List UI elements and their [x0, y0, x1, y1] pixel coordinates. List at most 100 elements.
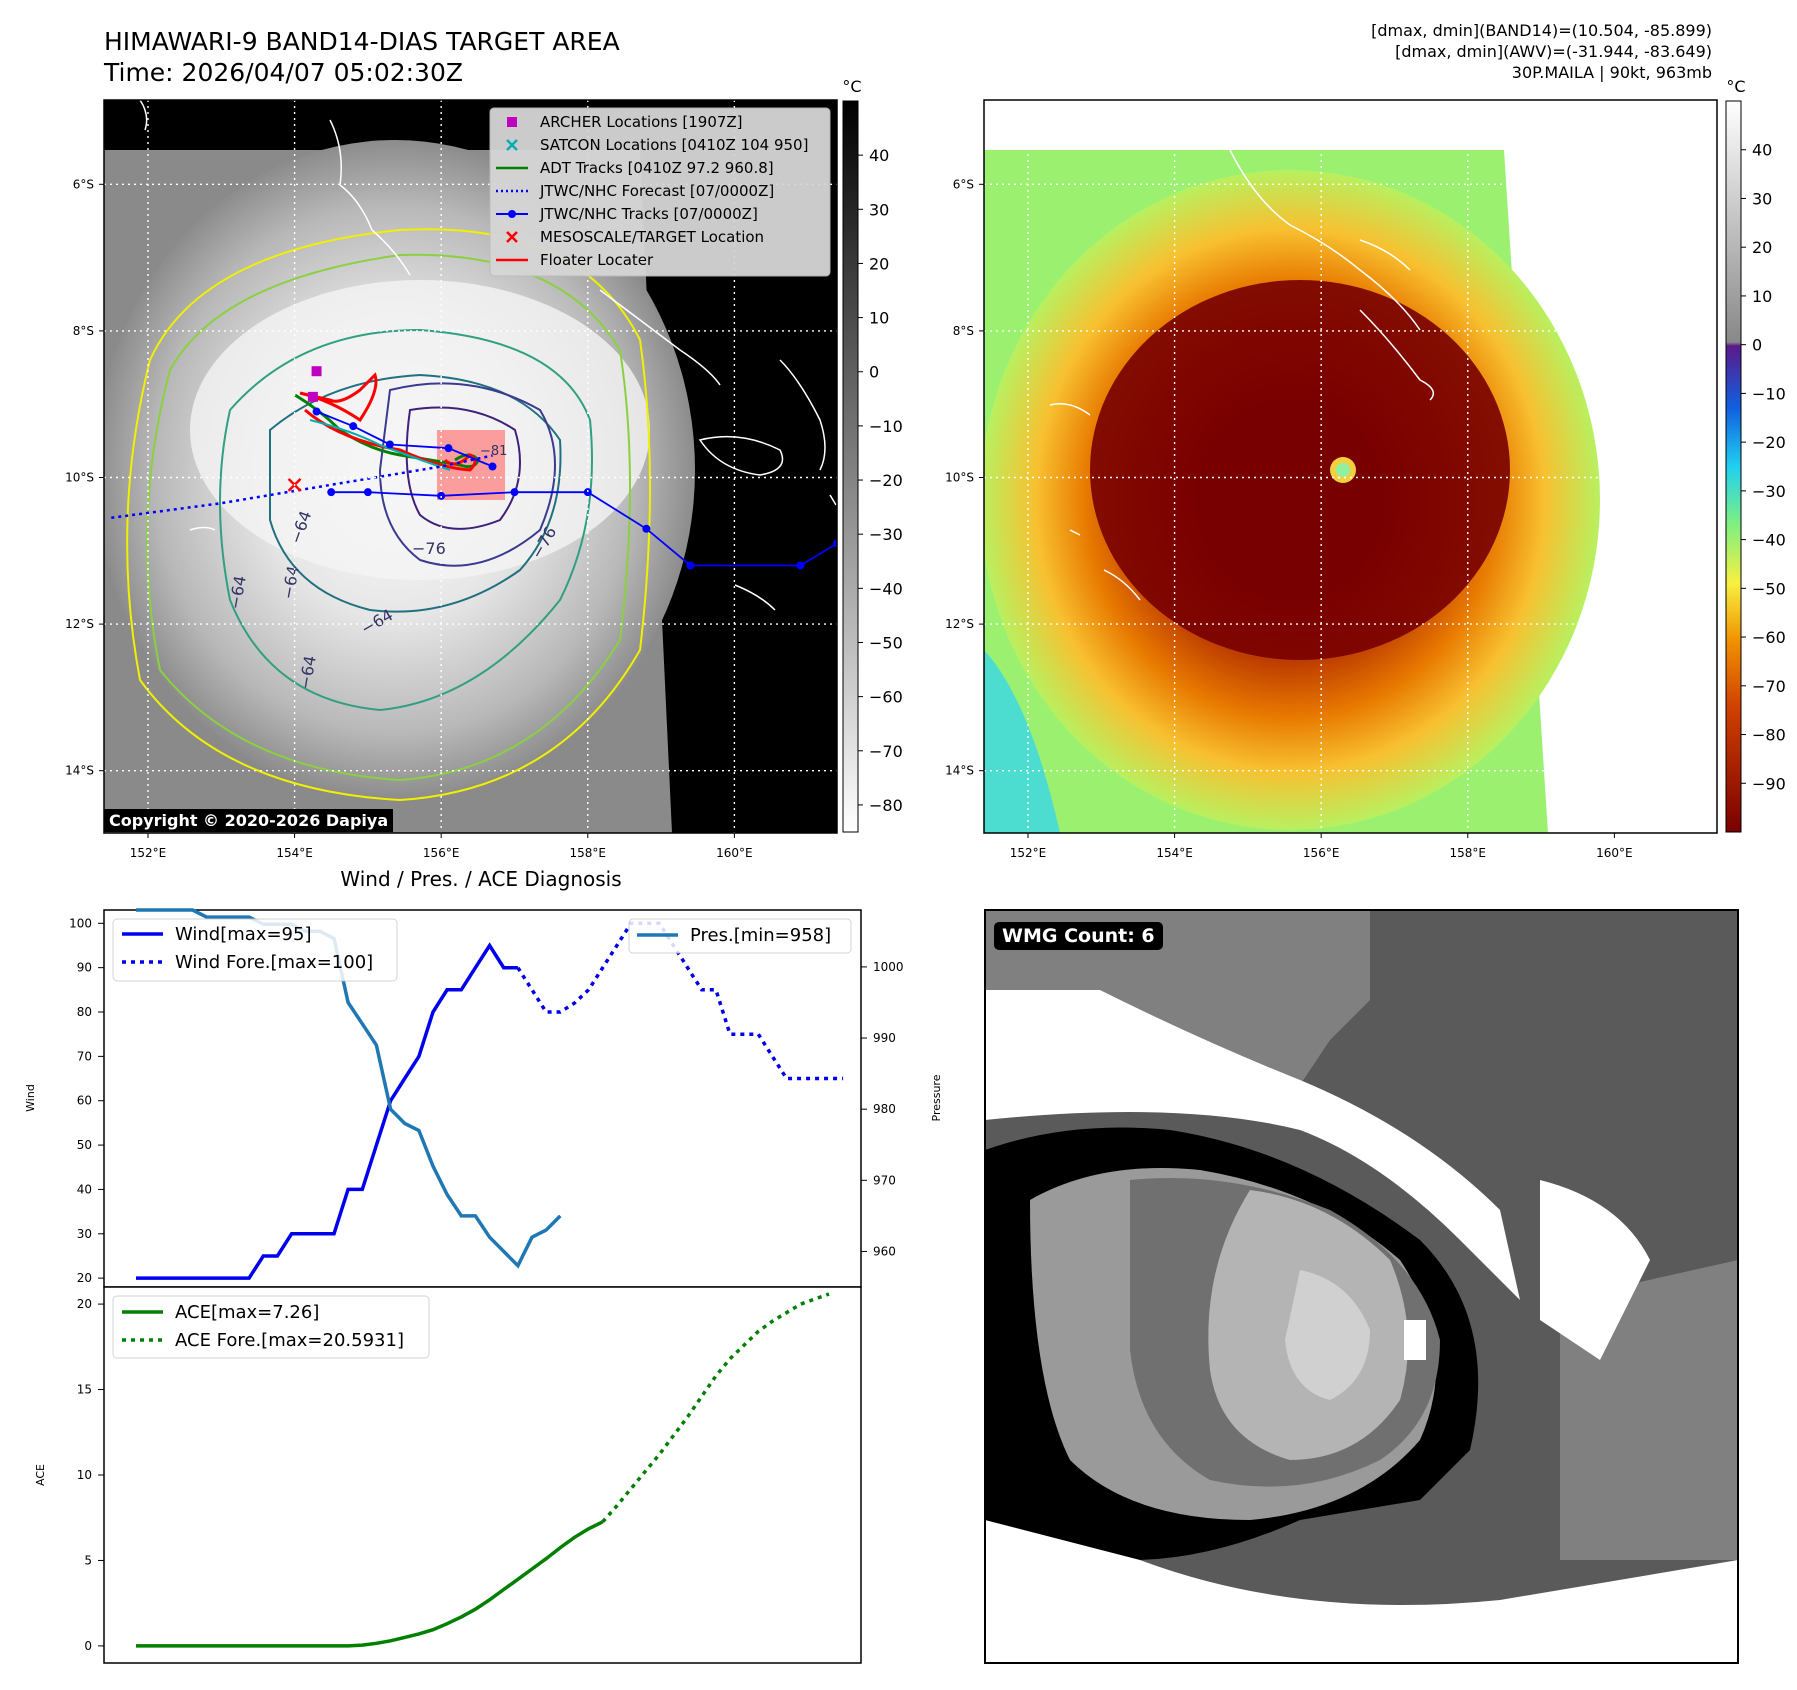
legend-entry: JTWC/NHC Forecast [07/0000Z]: [496, 182, 774, 200]
figure-title: HIMAWARI-9 BAND14-DIAS TARGET AREA Time:…: [104, 26, 620, 88]
ir-colorbar-unit: °C: [842, 77, 861, 96]
axis-tick-label: 30: [77, 1227, 92, 1241]
jtwc-track-point: [686, 561, 695, 570]
lat-tick-label: 12°S: [945, 617, 974, 631]
lat-tick-label: 6°S: [953, 177, 974, 191]
axis-tick-label: 980: [873, 1102, 896, 1116]
legend-label: JTWC/NHC Tracks [07/0000Z]: [539, 205, 758, 223]
awv-frame: [983, 99, 1718, 834]
wmg-frame: [984, 909, 1739, 1664]
lon-tick-label: 158°E: [1450, 846, 1487, 860]
awv-colorbar-unit: °C: [1726, 77, 1745, 96]
colorbar-tick-label: 10: [1752, 287, 1772, 306]
axis-tick-label: 90: [77, 961, 92, 975]
jtwc-track-point: [642, 524, 651, 533]
archer-point: [311, 366, 322, 377]
lon-tick-label: 160°E: [716, 846, 753, 860]
legend-marker-square: [507, 117, 517, 127]
legend-entry: MESOSCALE/TARGET Location: [506, 228, 764, 246]
colorbar-tick-label: 20: [1752, 238, 1772, 257]
axis-tick-label: 960: [873, 1244, 896, 1258]
cloud-core: [190, 280, 650, 580]
legend-label: SATCON Locations [0410Z 104 950]: [540, 136, 808, 154]
colorbar-tick-label: −30: [869, 525, 903, 544]
awv-gridlines: [984, 100, 1717, 833]
legend-label: JTWC/NHC Forecast [07/0000Z]: [539, 182, 774, 200]
storm-info: [dmax, dmin](BAND14)=(10.504, -85.899) […: [1371, 20, 1712, 83]
jtwc-track-point: [349, 422, 358, 431]
pressure-ylabel: Pressure: [930, 1074, 943, 1121]
awv-colorbar: °C 40 30 20 10 0 −10 −20 −30 −40 −50 −60 −70 −80 −90: [1725, 77, 1786, 833]
info-band14: [dmax, dmin](BAND14)=(10.504, -85.899): [1371, 21, 1712, 40]
legend-wind: Wind[max=95]: [175, 924, 312, 945]
pressure-legend: Pres.[min=958]: [628, 918, 852, 954]
awv-image: [984, 100, 1717, 833]
jtwc-track-point: [312, 407, 321, 416]
jtwc-track-point: [363, 488, 372, 497]
legend-label: ADT Tracks [0410Z 97.2 960.8]: [540, 159, 774, 177]
legend-label: Floater Locater: [540, 251, 654, 269]
lon-tick-label: 154°E: [276, 846, 313, 860]
axis-tick-label: 10: [77, 1468, 92, 1482]
jtwc-track-point: [385, 440, 394, 449]
colorbar-tick-label: 30: [1752, 189, 1772, 208]
axis-tick-label: 1000: [873, 960, 904, 974]
info-awv: [dmax, dmin](AWV)=(-31.944, -83.649): [1395, 42, 1712, 61]
lat-tick-label: 8°S: [953, 324, 974, 338]
awv-land-outlines: [1049, 149, 1435, 601]
info-storm: 30P.MAILA | 90kt, 963mb: [1511, 63, 1712, 82]
wmg-image: [985, 910, 1738, 1663]
lon-tick-label: 156°E: [1303, 846, 1340, 860]
colorbar-tick-label: −60: [1752, 628, 1786, 647]
axis-tick-label: 50: [77, 1138, 92, 1152]
legend-ace: ACE[max=7.26]: [175, 1302, 319, 1323]
lat-tick-label: 14°S: [945, 764, 974, 778]
colorbar-tick-label: 40: [1752, 141, 1772, 160]
title-line-1: HIMAWARI-9 BAND14-DIAS TARGET AREA: [104, 27, 620, 56]
colorbar-tick-label: 20: [869, 254, 889, 273]
jtwc-track-points: [312, 407, 837, 570]
series-line: [136, 1520, 604, 1648]
colorbar-tick-label: −50: [1752, 579, 1786, 598]
lat-tick-label: 12°S: [65, 617, 94, 631]
colorbar-tick-label: −20: [1752, 433, 1786, 452]
ir-legend: ARCHER Locations [1907Z] SATCON Locations…: [489, 107, 831, 277]
jtwc-forecast-line: [111, 454, 493, 520]
jtwc-track-point: [437, 491, 446, 500]
axis-tick-label: 60: [77, 1094, 92, 1108]
wind-legend: Wind[max=95] Wind Fore.[max=100]: [112, 918, 398, 982]
axis-tick-label: 5: [84, 1553, 92, 1567]
colorbar-tick-label: −90: [1752, 774, 1786, 793]
axis-tick-label: 970: [873, 1173, 896, 1187]
lon-tick-label: 152°E: [1010, 846, 1047, 860]
lon-tick-label: 152°E: [130, 846, 167, 860]
title-line-2: Time: 2026/04/07 05:02:30Z: [104, 58, 463, 87]
colorbar-tick-label: −40: [1752, 531, 1786, 550]
jtwc-track-point: [796, 561, 805, 570]
axis-tick-label: 20: [77, 1297, 92, 1311]
ir-frame: [103, 99, 838, 834]
adt-tracks: [294, 372, 480, 472]
awv-axis-ticks: 152°E 154°E 156°E 158°E 160°E 6°S 8°S 10°S 12°S 1…: [945, 177, 1633, 860]
ir-axis-ticks: 152°E 154°E 156°E 158°E 160°E 6°S 8°S 10°S 12°S 1…: [65, 177, 753, 860]
legend-marker-x: [506, 139, 518, 151]
jtwc-track-point: [444, 444, 453, 453]
diagnosis-title: Wind / Pres. / ACE Diagnosis: [340, 867, 621, 891]
series-line: [136, 908, 562, 1269]
jtwc-track-point: [583, 488, 592, 497]
archer-points: [307, 366, 322, 402]
ace-legend: ACE[max=7.26] ACE Fore.[max=20.5931]: [112, 1295, 430, 1359]
lat-tick-label: 14°S: [65, 764, 94, 778]
lon-tick-label: 160°E: [1596, 846, 1633, 860]
legend-marker-x: [506, 231, 518, 243]
colorbar-tick-label: −40: [869, 579, 903, 598]
archer-point: [307, 391, 318, 402]
legend-entry: ARCHER Locations [1907Z]: [507, 113, 743, 131]
ir-gridlines: [104, 100, 837, 833]
lon-tick-label: 154°E: [1156, 846, 1193, 860]
jtwc-track-point: [488, 462, 497, 471]
jtwc-track-point: [327, 488, 336, 497]
axis-tick-label: 990: [873, 1031, 896, 1045]
lat-tick-label: 10°S: [945, 470, 974, 484]
